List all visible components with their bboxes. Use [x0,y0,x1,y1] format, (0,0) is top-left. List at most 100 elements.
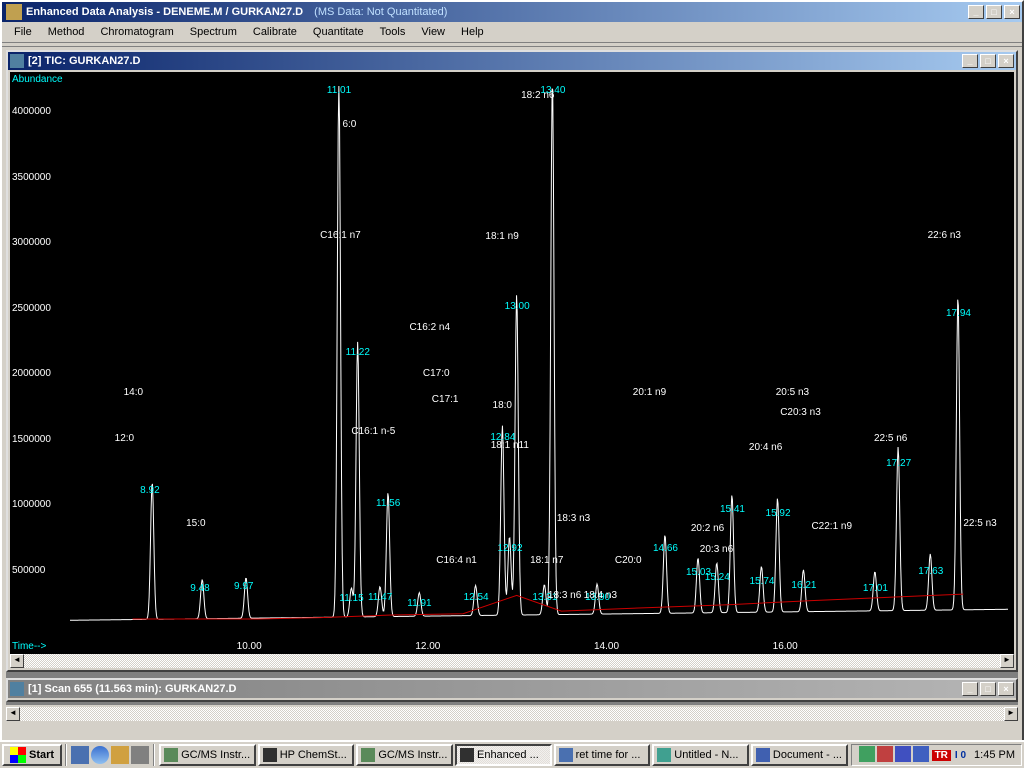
compound-label: 15:0 [186,518,205,529]
chart-scrollbar[interactable]: ◄ ► [10,654,1014,668]
menu-quantitate[interactable]: Quantitate [305,24,372,40]
menu-method[interactable]: Method [40,24,93,40]
menu-tools[interactable]: Tools [372,24,414,40]
menu-help[interactable]: Help [453,24,492,40]
task-label: HP ChemSt... [280,749,347,761]
peak-label: 11.15 [339,593,363,604]
scan-title: [1] Scan 655 (11.563 min): GURKAN27.D [28,683,962,695]
compound-label: C17:0 [423,368,450,379]
y-tick: 1000000 [12,499,51,510]
toolbar [2,43,1022,47]
menubar: FileMethodChromatogramSpectrumCalibrateQ… [2,22,1022,43]
x-tick: 12.00 [415,641,440,652]
compound-label: 22:5 n3 [963,518,996,529]
scan-titlebar[interactable]: [1] Scan 655 (11.563 min): GURKAN27.D _ … [8,680,1016,698]
task-button[interactable]: ret time for ... [554,744,651,766]
compound-label: 18:3 n3 [557,513,590,524]
child-title: [2] TIC: GURKAN27.D [28,55,962,67]
lang-indicator[interactable]: TR [932,750,951,761]
app-icon [164,748,178,762]
child-maximize-button[interactable]: □ [980,682,996,696]
peak-label: 8.92 [140,485,159,496]
child-titlebar[interactable]: [2] TIC: GURKAN27.D _ □ × [8,52,1016,70]
compound-label: 20:4 n6 [749,442,782,453]
scroll-left-button[interactable]: ◄ [10,654,24,668]
app-icon [559,748,573,762]
compound-label: 18:2 n6 [521,90,554,101]
task-label: Untitled - N... [674,749,738,761]
child-maximize-button[interactable]: □ [980,54,996,68]
window-title: Enhanced Data Analysis - DENEME.M / GURK… [26,6,968,18]
task-button[interactable]: GC/MS Instr... [356,744,453,766]
peak-label: 15.41 [720,504,745,515]
scroll-track[interactable] [24,654,1000,668]
start-label: Start [29,749,54,761]
chart-icon [10,54,24,68]
task-button[interactable]: Document - ... [751,744,848,766]
app-icon [657,748,671,762]
compound-label: 18:0 [493,400,512,411]
peak-label: 17.27 [886,458,911,469]
scroll-right-button[interactable]: ► [1004,707,1018,721]
compound-label: C22:1 n9 [811,521,852,532]
menu-spectrum[interactable]: Spectrum [182,24,245,40]
child-close-button[interactable]: × [998,682,1014,696]
chromatogram-plot[interactable]: Abundance Time--> 5000001000000150000020… [10,72,1014,654]
maximize-button[interactable]: □ [986,5,1002,19]
titlebar[interactable]: Enhanced Data Analysis - DENEME.M / GURK… [2,2,1022,22]
peak-label: 12.92 [498,543,523,554]
outlook-icon[interactable] [111,746,129,764]
tray-icon[interactable] [895,746,911,762]
scroll-left-button[interactable]: ◄ [6,707,20,721]
menu-file[interactable]: File [6,24,40,40]
tray-icon[interactable] [913,746,929,762]
menu-view[interactable]: View [413,24,453,40]
menu-chromatogram[interactable]: Chromatogram [92,24,181,40]
separator [153,744,155,766]
scroll-right-button[interactable]: ► [1000,654,1014,668]
tray-icon[interactable] [859,746,875,762]
task-label: Enhanced ... [477,749,539,761]
peak-label: 17.01 [863,583,888,594]
compound-label: 22:6 n3 [928,230,961,241]
compound-label: 12:0 [115,433,134,444]
clock[interactable]: 1:45 PM [974,749,1015,761]
menu-calibrate[interactable]: Calibrate [245,24,305,40]
minimize-button[interactable]: _ [968,5,984,19]
child-minimize-button[interactable]: _ [962,682,978,696]
compound-label: 14:0 [124,387,143,398]
compound-label: C17:1 [432,394,459,405]
close-button[interactable]: × [1004,5,1020,19]
app-icon [460,748,474,762]
child-close-button[interactable]: × [998,54,1014,68]
chromatogram-svg [10,72,1014,654]
y-tick: 2000000 [12,368,51,379]
quicklaunch-icon[interactable] [131,746,149,764]
peak-label: 17.94 [946,308,971,319]
peak-label: 16.21 [791,580,816,591]
start-button[interactable]: Start [2,744,62,766]
peak-label: 11.56 [376,498,400,509]
child-minimize-button[interactable]: _ [962,54,978,68]
task-button[interactable]: Untitled - N... [652,744,749,766]
tray-icon[interactable] [877,746,893,762]
y-tick: 1500000 [12,434,51,445]
compound-label: 20:3 n6 [700,544,733,555]
compound-label: 18:1 n9 [485,231,518,242]
compound-label: C16:1 n7 [320,230,361,241]
outer-scrollbar[interactable]: ◄ ► [6,707,1018,721]
show-desktop-icon[interactable] [71,746,89,764]
scroll-track[interactable] [20,707,1004,721]
peak-label: 17.63 [918,566,943,577]
task-button[interactable]: HP ChemSt... [258,744,355,766]
task-button[interactable]: GC/MS Instr... [159,744,256,766]
taskbar: Start GC/MS Instr... HP ChemSt... GC/MS In… [0,740,1024,768]
chart-icon [10,682,24,696]
compound-label: C16:1 n-5 [351,426,395,437]
task-button[interactable]: Enhanced ... [455,744,552,766]
peak-label: 14.66 [653,543,678,554]
peak-label: 11.22 [346,347,370,358]
peak-label: 15.24 [705,572,730,583]
ie-icon[interactable] [91,746,109,764]
compound-label: C16:2 n4 [409,322,450,333]
